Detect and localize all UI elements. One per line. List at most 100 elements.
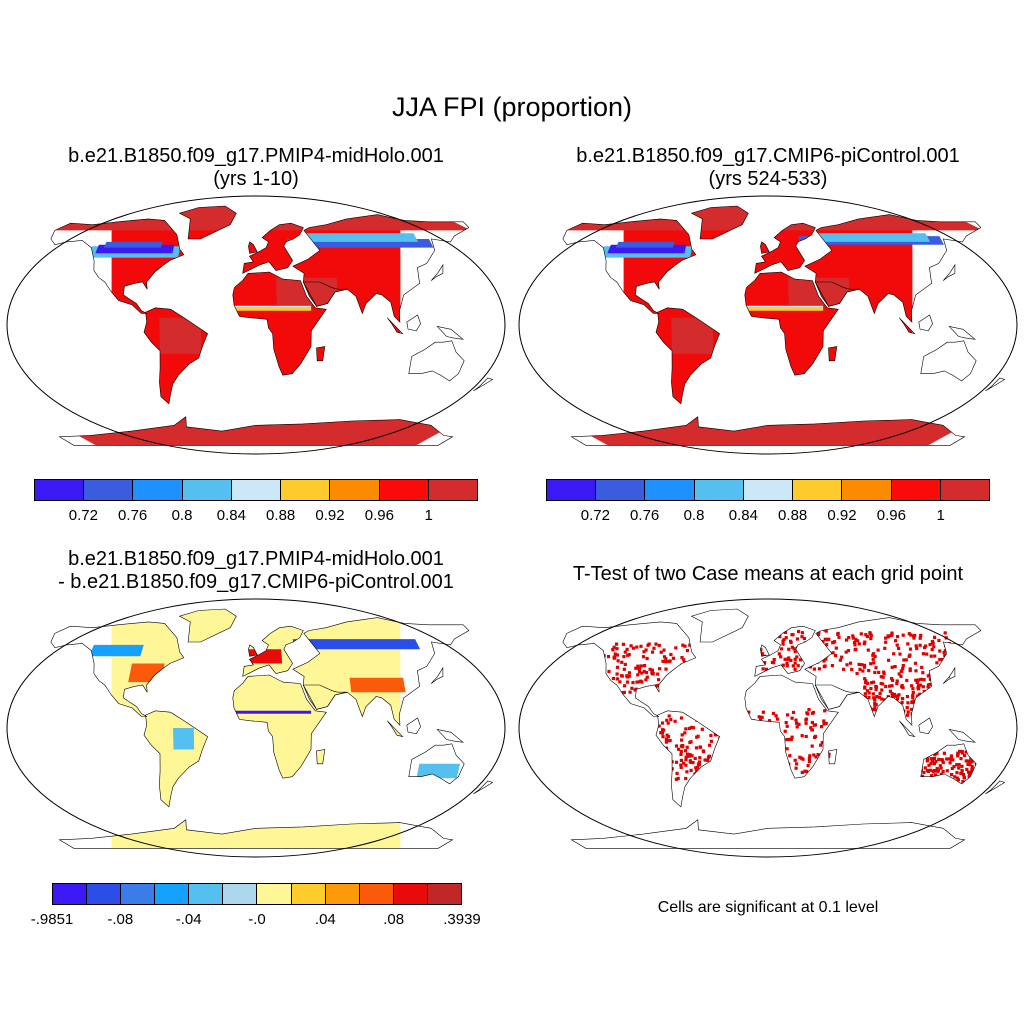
significant-cell: [967, 677, 971, 681]
significant-cell: [760, 715, 764, 719]
significant-cell: [895, 682, 899, 686]
coastline-borneo: [918, 717, 933, 735]
significant-cell: [684, 727, 688, 731]
coastline-madagascar: [316, 749, 326, 765]
coastline-uk: [248, 644, 258, 657]
significant-cell: [708, 743, 712, 747]
significant-cell: [873, 708, 877, 712]
antarctica-region: [562, 411, 991, 446]
significant-cell: [939, 775, 943, 779]
significant-cell: [810, 720, 814, 725]
coastline-madagascar: [316, 346, 326, 362]
significant-cell: [796, 664, 800, 668]
significant-cell: [976, 756, 980, 760]
significant-cell: [672, 690, 676, 694]
significant-cell: [771, 711, 776, 716]
significant-cell: [901, 664, 905, 668]
significant-cell: [969, 757, 973, 761]
significant-cell: [800, 631, 805, 635]
significant-cell: [781, 642, 785, 646]
colorbar-tick-label: 0.84: [728, 507, 758, 524]
significant-cell: [916, 703, 920, 707]
significant-cell: [925, 768, 929, 773]
significant-cell: [962, 773, 966, 777]
significant-cell: [679, 752, 683, 756]
significant-cell: [932, 708, 936, 712]
significant-cell: [752, 723, 756, 727]
significant-cell: [916, 694, 920, 698]
significant-cell: [754, 753, 758, 757]
significant-cell: [621, 642, 625, 646]
significant-cell: [938, 658, 942, 662]
coastline-japan: [430, 666, 444, 684]
significant-cell: [877, 695, 881, 699]
colorbar-cell: [694, 480, 744, 500]
significant-cell: [820, 725, 824, 729]
significant-cell: [757, 733, 761, 737]
significant-cell: [701, 714, 705, 718]
significant-cell: [884, 684, 888, 689]
significant-cell: [919, 699, 924, 703]
significant-cell: [834, 646, 838, 650]
significant-cell: [911, 696, 915, 700]
significant-cell: [654, 642, 658, 646]
coastline-uk: [248, 241, 258, 254]
diff-negative-brazil: [173, 728, 195, 750]
significant-cell: [644, 691, 648, 695]
significant-cell: [888, 689, 892, 693]
diff-negative-siberia: [292, 639, 421, 650]
significant-cell: [807, 708, 811, 712]
colorbar-tick-label: 0.76: [118, 507, 148, 524]
significant-cell: [918, 636, 922, 640]
significant-cell: [928, 682, 932, 686]
coastline-sumatra: [899, 720, 916, 738]
significant-cell: [913, 661, 918, 665]
colorbar-tick-label: .3939: [443, 911, 481, 928]
significant-cell: [942, 751, 946, 755]
significant-cell: [763, 661, 767, 665]
significant-cell: [622, 690, 626, 694]
coastline-australia: [408, 340, 465, 382]
significant-cell: [623, 684, 627, 688]
significant-cell: [824, 761, 828, 765]
significant-cell: [698, 745, 703, 749]
significant-cell: [754, 657, 758, 661]
significant-cell: [890, 631, 894, 635]
coastline-arabia-india-link: [302, 281, 348, 307]
amazon-region: [159, 317, 202, 354]
significant-cell: [922, 678, 926, 682]
significant-cell: [929, 785, 933, 789]
significant-cell: [967, 770, 971, 774]
significant-cell: [910, 700, 914, 704]
coastline-africa: [232, 271, 327, 376]
significant-cell: [749, 648, 753, 652]
significant-cell: [710, 767, 714, 771]
coastline-new-zealand: [473, 377, 494, 392]
significant-cell: [813, 643, 817, 648]
significant-cell: [926, 685, 930, 689]
significant-cell: [671, 656, 676, 660]
significant-cell: [953, 782, 957, 786]
significant-cell: [884, 640, 888, 644]
significant-cell: [606, 680, 610, 685]
significant-cell: [807, 650, 811, 654]
significant-cell: [918, 643, 922, 647]
significant-cell: [746, 749, 750, 753]
panel-title-line2: - b.e21.B1850.f09_g17.CMIP6-piControl.00…: [58, 571, 454, 593]
significant-cell: [753, 766, 757, 771]
significant-cell: [956, 672, 961, 676]
significant-cell: [908, 669, 912, 673]
significant-cell: [879, 675, 883, 679]
significant-cell: [808, 663, 812, 667]
significant-cell: [623, 662, 627, 666]
significant-cell: [921, 652, 925, 656]
significant-cell: [677, 747, 681, 751]
significant-cell: [817, 632, 821, 637]
coastline-south-america: [655, 710, 720, 808]
significant-cell: [920, 665, 924, 669]
diff-positive-europe: [242, 649, 283, 664]
significant-cell: [627, 674, 631, 678]
significant-cell: [651, 687, 655, 691]
significant-cell: [756, 643, 760, 647]
significant-cell: [817, 630, 821, 634]
